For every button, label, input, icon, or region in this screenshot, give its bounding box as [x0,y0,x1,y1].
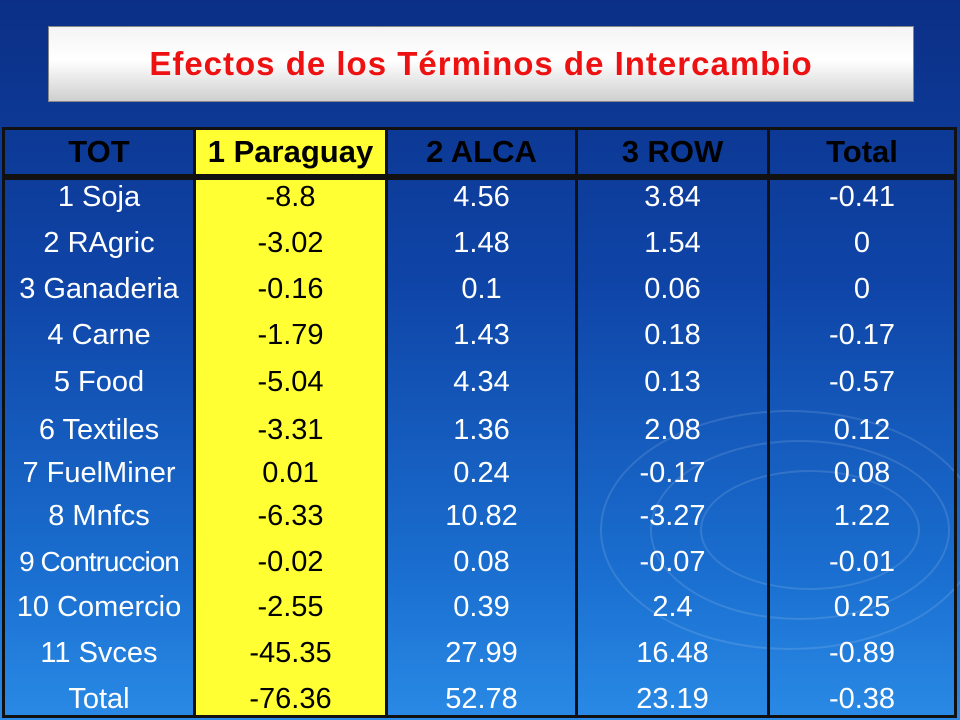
table-cell: 1.54 [644,227,701,259]
table-cell: -0.41 [828,181,896,213]
table-cell: -3.27 [639,500,706,532]
table-cell: 3.84 [644,181,701,213]
table-cell: -3.31 [257,414,324,446]
row-label: 3 Ganaderia [19,273,179,305]
table-cell: 2.4 [652,591,693,623]
table-cell: 0.06 [644,273,701,305]
table-cell: 0 [853,273,871,305]
header-divider [196,174,385,180]
table-cell: -5.04 [257,366,324,398]
table-cell: -0.38 [828,683,896,715]
table-cell: 1.43 [453,319,510,351]
table-cell: 52.78 [445,683,518,715]
header-divider [578,174,767,180]
table-cell: -0.07 [639,546,706,578]
table-cell: 0.25 [833,591,891,623]
row-label: 4 Carne [47,319,151,351]
col-row: 3 ROW 3.84 1.54 0.06 0.18 0.13 2.08 -0.17 -3.27 -… [575,130,767,715]
row-label: 2 RAgric [43,227,155,259]
column-header: 1 Paraguay [207,134,374,169]
page-title: Efectos de los Términos de Intercambio [149,45,813,82]
column-header: TOT [68,134,130,169]
table-cell: 16.48 [636,637,709,669]
table-cell: -0.57 [828,366,896,398]
table-cell: 27.99 [445,637,518,669]
column-header: 3 ROW [621,134,724,169]
table-cell: 0.08 [833,457,891,489]
table-cell: -0.02 [257,546,324,578]
row-label: 6 Textiles [38,414,160,446]
table-cell: 0.1 [461,273,502,305]
table-cell: -0.17 [639,457,706,489]
col-paraguay: 1 Paraguay -8.8 -3.02 -0.16 -1.79 -5.04 -3.31 0… [193,130,385,715]
table-cell: -6.33 [257,500,324,532]
table-cell: -8.8 [265,181,316,213]
table-cell: -3.02 [257,227,324,259]
row-label: 7 FuelMiner [22,457,176,489]
col-tot: TOT 1 Soja 2 RAgric 3 Ganaderia 4 Carne 5 Foo… [5,130,193,715]
table-cell: 0.08 [453,546,510,578]
table-cell: 4.34 [453,366,510,398]
header-divider [770,174,954,180]
table-cell: 1.22 [833,500,891,532]
table-cell: 0.12 [833,414,891,446]
col-alca: 2 ALCA 4.56 1.48 0.1 1.43 4.34 1.36 0.24 10.82 0.… [385,130,575,715]
table-cell: 1.48 [453,227,510,259]
table-cell: 0.24 [453,457,510,489]
table-cell: -0.16 [257,273,324,305]
background-ripple [600,410,960,650]
table-cell: 0.39 [453,591,510,623]
table-cell: 0.01 [262,457,319,489]
title-banner: Efectos de los Términos de Intercambio [48,26,914,102]
table-cell: -0.01 [828,546,896,578]
table-cell: -76.36 [249,683,332,715]
header-divider [5,174,193,180]
table-cell: 1.36 [453,414,510,446]
row-label: 8 Mnfcs [48,500,150,532]
table-cell: -0.89 [828,637,896,669]
table-cell: 10.82 [445,500,518,532]
table-cell: 23.19 [636,683,709,715]
column-header: 2 ALCA [426,134,537,169]
row-label: 11 Svces [40,637,158,669]
row-label: 1 Soja [57,181,141,213]
data-table: TOT 1 Soja 2 RAgric 3 Ganaderia 4 Carne 5 Foo… [2,127,957,718]
table-cell: 4.56 [453,181,510,213]
row-label: 5 Food [53,366,145,398]
header-divider [388,174,575,180]
table-cell: 0.18 [644,319,701,351]
row-label: Total [68,683,130,715]
column-header: Total [826,134,898,169]
col-total: Total -0.41 0 0 -0.17 -0.57 0.12 0.08 1.22 -0.01 0… [767,130,954,715]
row-label: 9 Contruccion [19,546,180,577]
table-cell: -45.35 [249,637,332,669]
table-cell: -0.17 [828,319,896,351]
table-cell: 2.08 [644,414,701,446]
row-label: 10 Comercio [16,591,182,623]
table-cell: 0 [853,227,871,259]
table-cell: 0.13 [644,366,701,398]
table-cell: -1.79 [257,319,324,351]
table-cell: -2.55 [257,591,324,623]
